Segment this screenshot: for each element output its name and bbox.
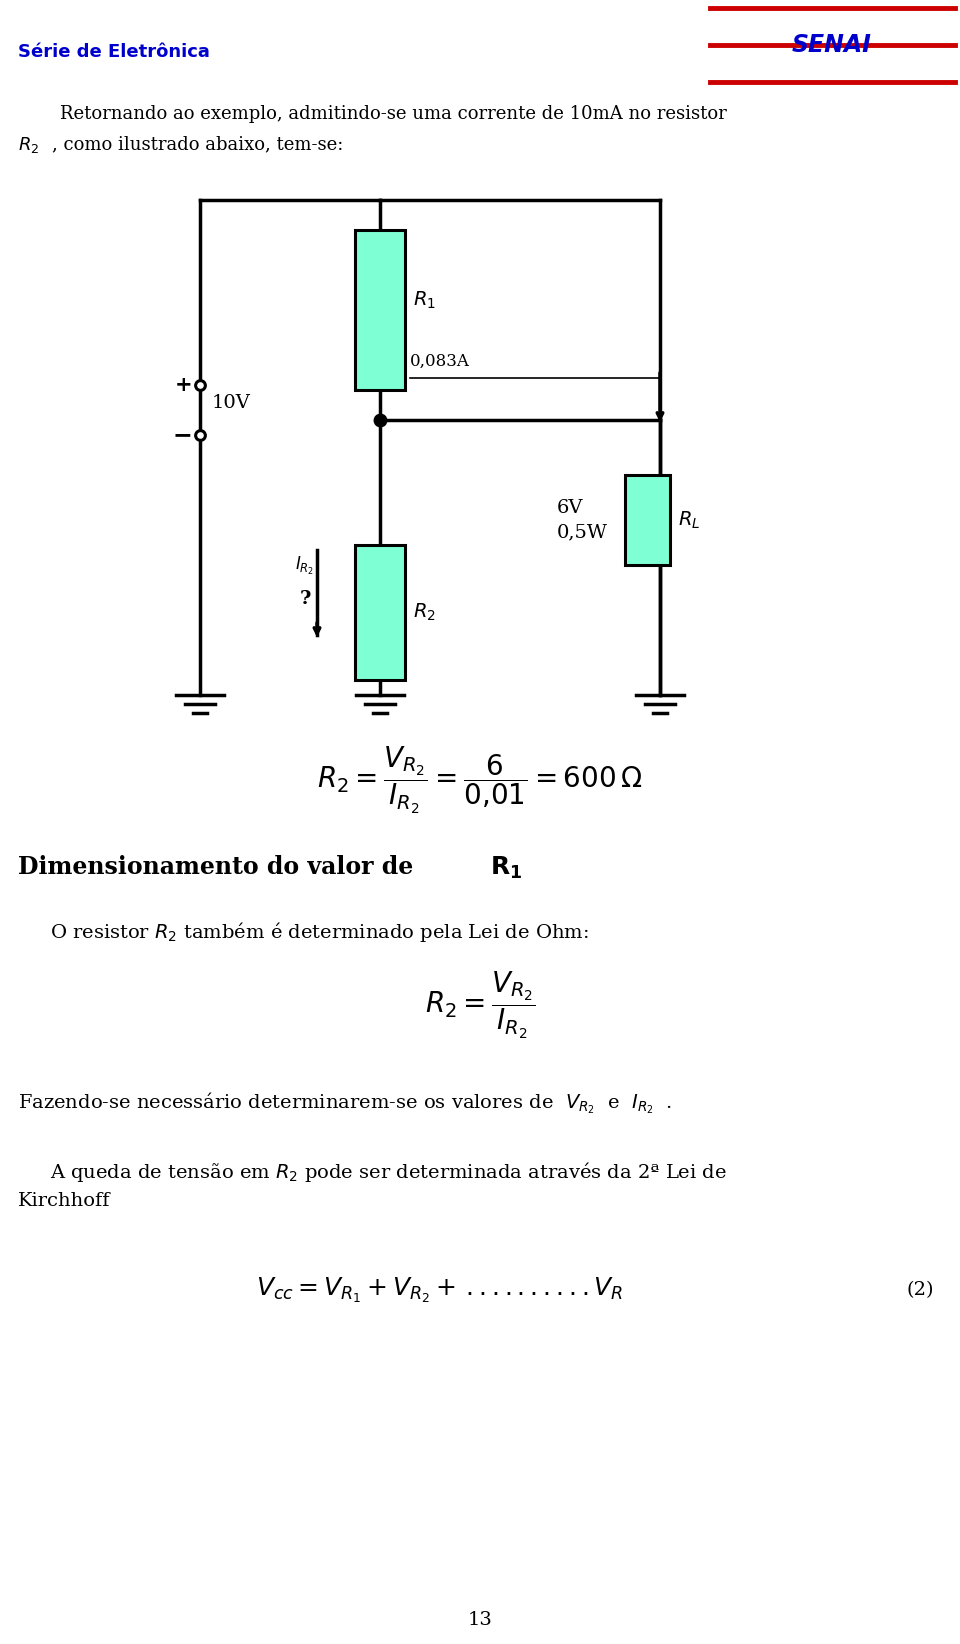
Text: $R_2 = \dfrac{V_{R_2}}{I_{R_2}}$: $R_2 = \dfrac{V_{R_2}}{I_{R_2}}$ — [424, 970, 536, 1041]
Text: SENAI: SENAI — [792, 33, 872, 58]
Text: Kirchhoff: Kirchhoff — [18, 1192, 110, 1210]
Text: $\mathbf{R_1}$: $\mathbf{R_1}$ — [490, 855, 522, 881]
Text: Fazendo-se necessário determinarem-se os valores de  $V_{R_2}$  e  $I_{R_2}$  .: Fazendo-se necessário determinarem-se os… — [18, 1090, 672, 1116]
Text: , como ilustrado abaixo, tem-se:: , como ilustrado abaixo, tem-se: — [52, 135, 344, 153]
Bar — [355, 230, 405, 390]
Text: Série de Eletrônica: Série de Eletrônica — [18, 43, 210, 61]
Text: −: − — [172, 423, 192, 447]
Text: $R_1$: $R_1$ — [413, 289, 436, 311]
Text: $R_L$: $R_L$ — [678, 510, 701, 531]
Text: 13: 13 — [468, 1611, 492, 1629]
Text: 6V: 6V — [557, 500, 584, 516]
Text: O resistor $R_2$ também é determinado pela Lei de Ohm:: O resistor $R_2$ também é determinado pe… — [50, 921, 588, 944]
Text: $I_{R_2}$: $I_{R_2}$ — [296, 556, 315, 577]
Text: Retornando ao exemplo, admitindo-se uma corrente de 10mA no resistor: Retornando ao exemplo, admitindo-se uma … — [60, 105, 727, 123]
Text: 0,5W: 0,5W — [557, 523, 608, 541]
Bar — [355, 546, 405, 681]
Text: 10V: 10V — [212, 395, 251, 413]
Text: Dimensionamento do valor de: Dimensionamento do valor de — [18, 855, 421, 880]
Text: $R_2$: $R_2$ — [413, 602, 436, 623]
Bar — [625, 475, 670, 566]
Text: $V_{cc} = V_{R_1} + V_{R_2} +\, ..........V_R$: $V_{cc} = V_{R_1} + V_{R_2} +\, ........… — [256, 1276, 624, 1305]
Text: 0,083A: 0,083A — [410, 353, 469, 370]
Text: (2): (2) — [906, 1281, 934, 1299]
Text: ?: ? — [300, 590, 311, 608]
Text: +: + — [175, 375, 192, 395]
Text: $R_2$: $R_2$ — [18, 135, 39, 155]
Text: $R_2 = \dfrac{V_{R_2}}{I_{R_2}} = \dfrac{6}{0{,}01} = 600\,\Omega$: $R_2 = \dfrac{V_{R_2}}{I_{R_2}} = \dfrac… — [317, 745, 643, 815]
Text: A queda de tensão em $R_2$ pode ser determinada através da 2ª Lei de: A queda de tensão em $R_2$ pode ser dete… — [50, 1161, 727, 1184]
